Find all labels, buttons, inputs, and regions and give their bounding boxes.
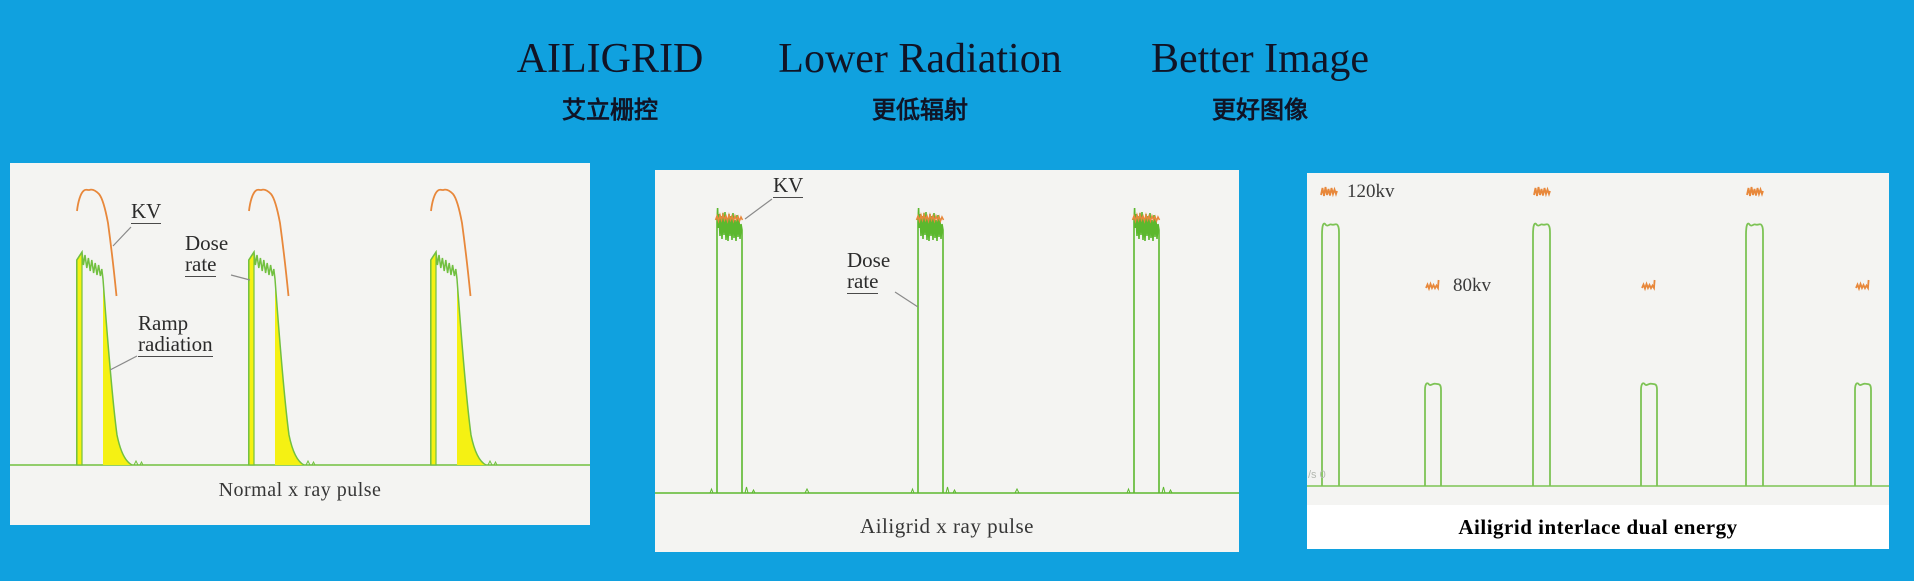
kv-leader-line bbox=[112, 226, 132, 247]
pulse-2 bbox=[910, 207, 957, 494]
dose-rate-label: Dose rate bbox=[185, 231, 229, 277]
panel-ailigrid-xray-pulse: KV Dose rate Ailigrid x ray pulse bbox=[655, 170, 1239, 552]
subtitle-better-image-cn: 更好图像 bbox=[1212, 96, 1308, 124]
title-block-lower-radiation: Lower Radiation 更低辐射 bbox=[778, 36, 1061, 124]
title-block-better-image: Better Image 更好图像 bbox=[1151, 36, 1369, 124]
pulse-80kv-2 bbox=[1640, 382, 1658, 487]
pulse-80kv-3 bbox=[1854, 382, 1872, 487]
marker-80kv-3 bbox=[1855, 279, 1870, 290]
caption-strip-dual: Ailigrid interlace dual energy bbox=[1307, 505, 1889, 549]
kv-label: KV bbox=[773, 173, 804, 198]
baseline-noise bbox=[804, 487, 1020, 494]
pulse-3 bbox=[1126, 207, 1173, 494]
subtitle-lower-radiation-cn: 更低辐射 bbox=[871, 96, 968, 124]
marker-80kv-2 bbox=[1641, 279, 1656, 290]
marker-120kv-1 bbox=[1320, 186, 1338, 197]
subtitle-ailigrid-cn: 艾立栅控 bbox=[562, 96, 658, 124]
title-lower-radiation: Lower Radiation bbox=[778, 36, 1062, 82]
panel-caption-ailigrid: Ailigrid x ray pulse bbox=[860, 514, 1034, 538]
marker-80kv-1 bbox=[1425, 279, 1440, 290]
panel-normal-xray-pulse: KV Dose rate Ramp radiation Normal x ray… bbox=[10, 163, 590, 525]
title-block-ailigrid: AILIGRID 艾立栅控 bbox=[517, 36, 704, 124]
pulse-group-1 bbox=[75, 188, 144, 466]
kv-leader-line bbox=[744, 198, 773, 220]
marker-120kv-3 bbox=[1746, 186, 1764, 197]
pulse-120kv-1 bbox=[1321, 222, 1340, 487]
ramp-radiation-label: Ramp radiation bbox=[138, 311, 213, 357]
dose-rate-label: Dose rate bbox=[847, 248, 891, 294]
dose-rate-leader-line bbox=[230, 274, 251, 281]
marker-120kv-2 bbox=[1533, 186, 1551, 197]
ailigrid-pulse-waveform bbox=[655, 198, 1239, 494]
panel-interlace-dual-energy: 120kv 80kv /s 0 Ailigrid interlace dual … bbox=[1307, 173, 1889, 549]
pulse-1 bbox=[709, 207, 756, 494]
panel-caption-normal: Normal x ray pulse bbox=[218, 479, 382, 501]
pulse-120kv-3 bbox=[1745, 222, 1764, 487]
title-better-image: Better Image bbox=[1150, 36, 1370, 82]
axis-corner-text: /s 0 bbox=[1308, 469, 1326, 481]
pulse-group-2 bbox=[247, 188, 316, 466]
label-120kv: 120kv bbox=[1347, 181, 1395, 202]
pulse-80kv-1 bbox=[1424, 382, 1442, 487]
title-ailigrid: AILIGRID bbox=[516, 36, 704, 82]
pulse-group-3 bbox=[429, 188, 498, 466]
normal-pulse-waveform bbox=[10, 188, 590, 466]
dose-rate-leader-line bbox=[894, 291, 919, 308]
label-80kv: 80kv bbox=[1453, 275, 1491, 296]
panel-caption-dual: Ailigrid interlace dual energy bbox=[1458, 514, 1738, 539]
ramp-radiation-leader-line bbox=[109, 355, 138, 371]
dual-energy-waveform bbox=[1307, 186, 1889, 487]
pulse-120kv-2 bbox=[1532, 222, 1551, 487]
kv-label: KV bbox=[131, 199, 162, 224]
